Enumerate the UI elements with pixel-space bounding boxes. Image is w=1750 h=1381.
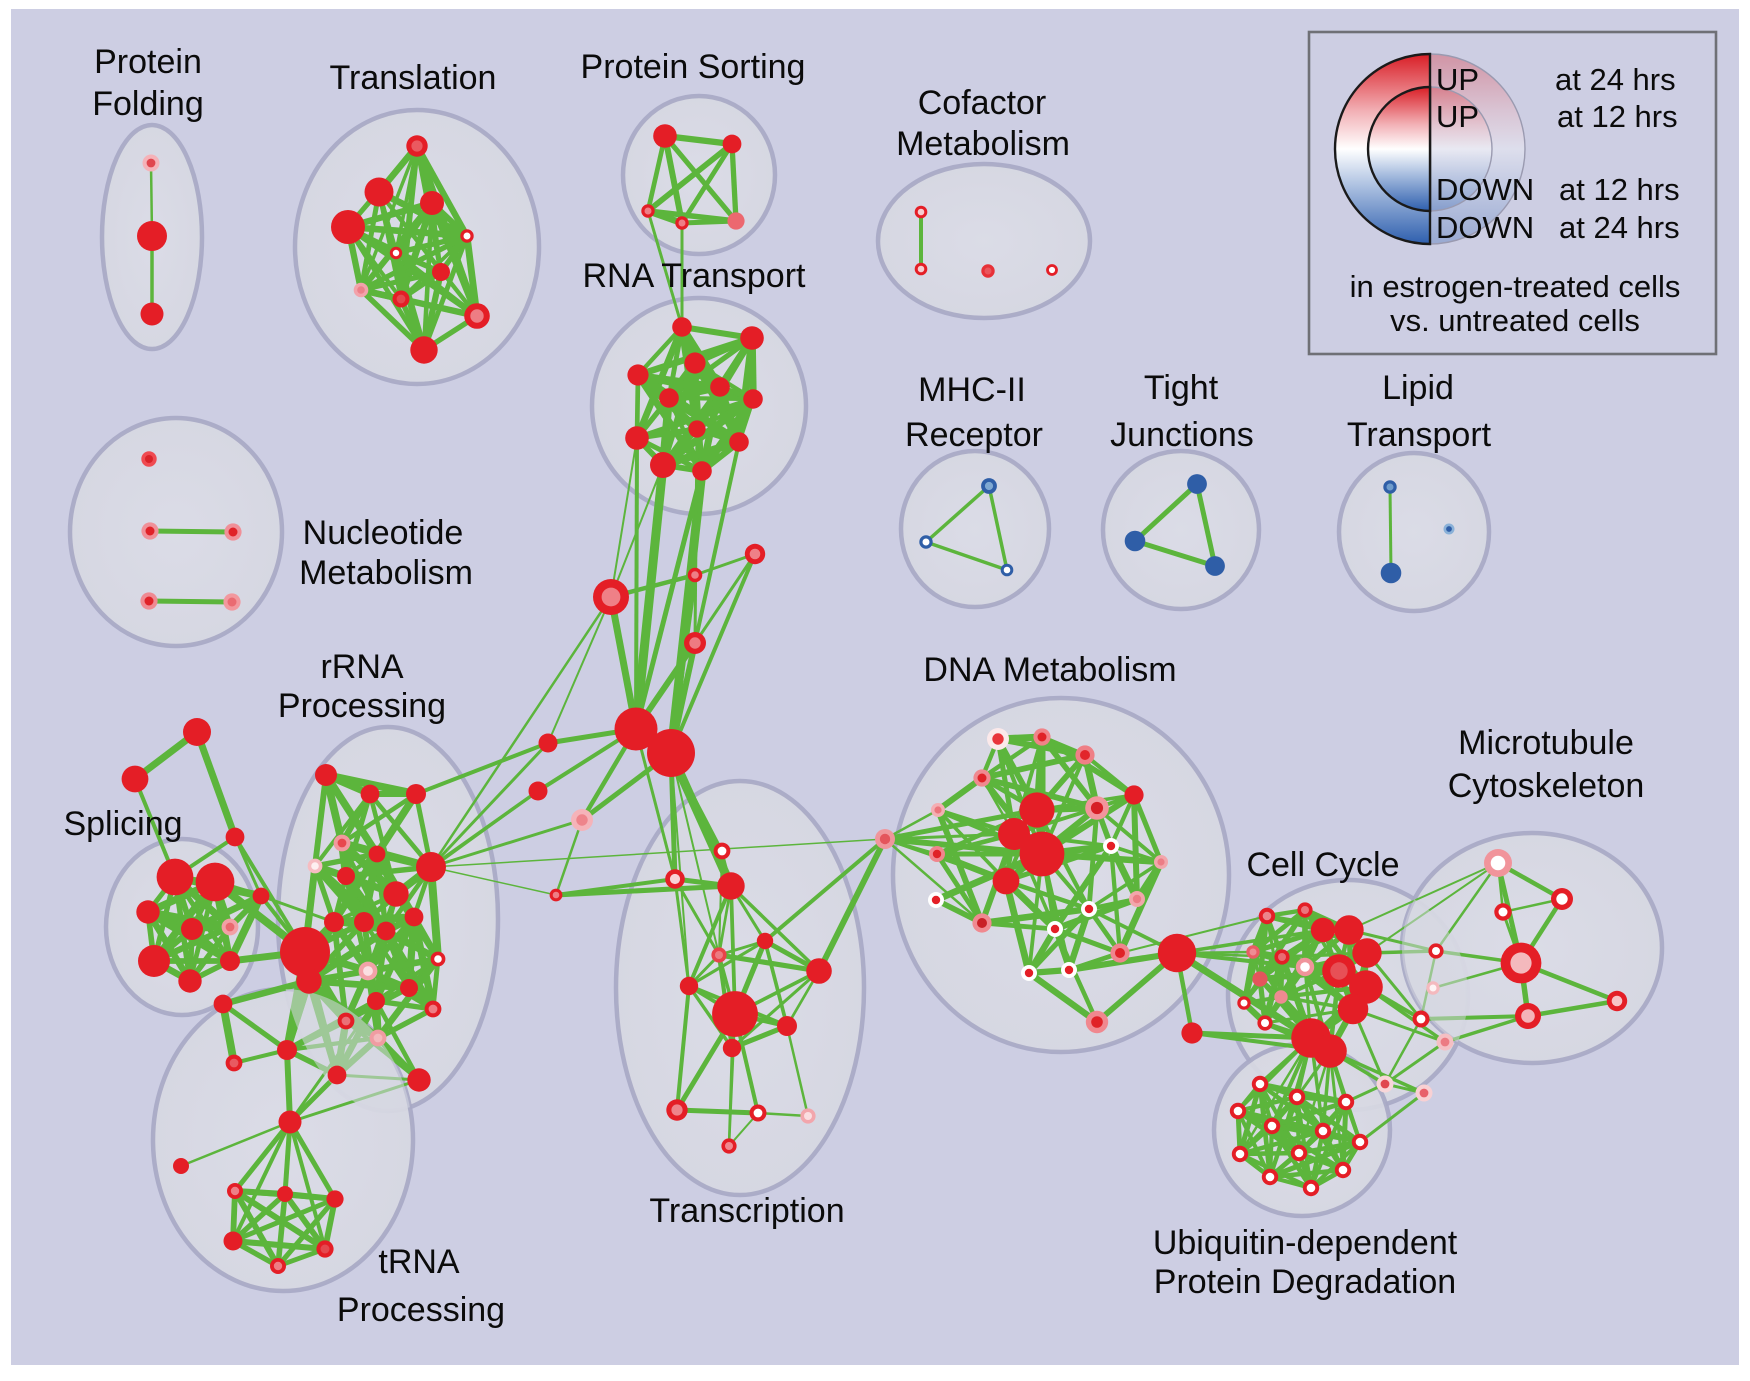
svg-text:Ubiquitin-dependent: Ubiquitin-dependent (1153, 1224, 1458, 1262)
svg-text:in estrogen-treated cells: in estrogen-treated cells (1350, 269, 1681, 304)
svg-text:Cytoskeleton: Cytoskeleton (1448, 767, 1645, 805)
svg-text:Tight: Tight (1144, 369, 1219, 407)
svg-text:Transport: Transport (1347, 416, 1492, 454)
svg-text:Splicing: Splicing (63, 805, 182, 843)
svg-text:Metabolism: Metabolism (299, 554, 473, 592)
svg-text:Protein Degradation: Protein Degradation (1154, 1263, 1456, 1301)
svg-text:Protein Sorting: Protein Sorting (581, 48, 806, 86)
svg-text:DOWN: DOWN (1436, 172, 1534, 207)
svg-text:Processing: Processing (337, 1291, 505, 1329)
svg-text:UP: UP (1436, 99, 1479, 134)
svg-text:Microtubule: Microtubule (1458, 724, 1634, 762)
svg-text:Folding: Folding (92, 85, 204, 123)
svg-text:Translation: Translation (330, 59, 497, 97)
svg-text:at 12 hrs: at 12 hrs (1557, 99, 1678, 134)
svg-text:Metabolism: Metabolism (896, 125, 1070, 163)
svg-text:Cell Cycle: Cell Cycle (1246, 846, 1399, 884)
svg-text:vs. untreated cells: vs. untreated cells (1390, 303, 1640, 338)
svg-text:Protein: Protein (94, 43, 202, 81)
svg-text:Transcription: Transcription (649, 1192, 844, 1230)
svg-text:Lipid: Lipid (1382, 369, 1454, 407)
svg-text:MHC-II: MHC-II (918, 371, 1026, 409)
svg-text:Nucleotide: Nucleotide (303, 514, 464, 552)
svg-text:rRNA: rRNA (320, 648, 403, 686)
svg-text:Processing: Processing (278, 687, 446, 725)
svg-text:at 24 hrs: at 24 hrs (1555, 62, 1676, 97)
svg-text:UP: UP (1436, 62, 1479, 97)
svg-text:at 12 hrs: at 12 hrs (1559, 172, 1680, 207)
svg-text:at 24 hrs: at 24 hrs (1559, 210, 1680, 245)
svg-text:DOWN: DOWN (1436, 210, 1534, 245)
svg-text:Receptor: Receptor (905, 416, 1043, 454)
svg-text:Junctions: Junctions (1110, 416, 1254, 454)
svg-text:tRNA: tRNA (378, 1243, 460, 1281)
svg-text:Cofactor: Cofactor (918, 84, 1047, 122)
svg-text:RNA Transport: RNA Transport (583, 257, 807, 295)
svg-text:DNA Metabolism: DNA Metabolism (923, 651, 1176, 689)
